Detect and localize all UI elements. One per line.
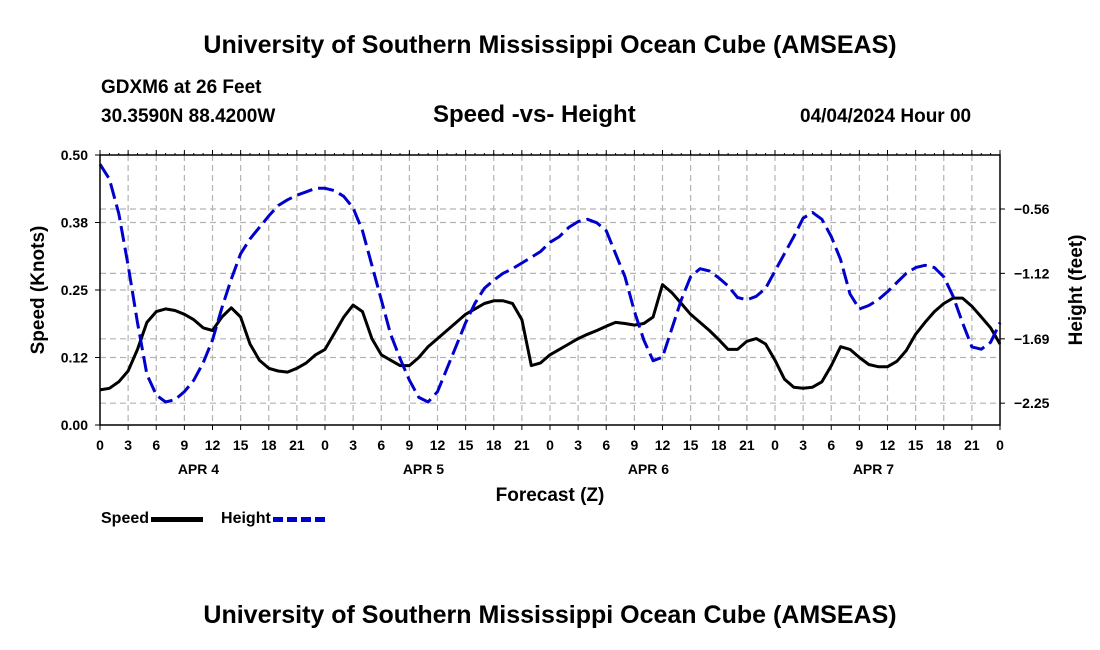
x-tick-label: 12 [655, 437, 671, 453]
x-tick-label: 0 [321, 437, 329, 453]
y-tick-label: 0.12 [61, 350, 88, 366]
plot-frame [99, 154, 1001, 426]
footer-title: University of Southern Mississippi Ocean… [203, 601, 897, 629]
x-tick-label: 9 [855, 437, 863, 453]
legend-label-speed: Speed [101, 510, 150, 527]
x-tick-label: 18 [711, 437, 727, 453]
x-tick-label: 9 [180, 437, 188, 453]
x-tick-label: 3 [349, 437, 357, 453]
x-tick-label: 3 [574, 437, 582, 453]
x-tick-label: 3 [799, 437, 807, 453]
y2-tick-label: −2.25 [1014, 395, 1050, 411]
y-tick-label: 0.25 [61, 282, 88, 298]
x-tick-label: 15 [908, 437, 924, 453]
x-tick-label: 6 [377, 437, 385, 453]
legend-label-height: Height [221, 510, 271, 527]
chart-title: Speed -vs- Height [433, 101, 636, 128]
y-axis-title: Speed (Knots) [28, 226, 49, 355]
x-tick-label: 18 [261, 437, 277, 453]
x-tick-label: 15 [683, 437, 699, 453]
day-label: APR 7 [853, 461, 894, 477]
station-label: GDXM6 at 26 Feet [101, 77, 262, 98]
x-axis-title: Forecast (Z) [496, 485, 605, 506]
day-label: APR 5 [403, 461, 444, 477]
x-tick-label: 12 [880, 437, 896, 453]
x-tick-label: 15 [233, 437, 249, 453]
x-tick-label: 0 [546, 437, 554, 453]
day-label: APR 6 [628, 461, 669, 477]
x-tick-label: 0 [96, 437, 104, 453]
page-title: University of Southern Mississippi Ocean… [203, 31, 897, 59]
station-coordinates: 30.3590N 88.4200W [101, 106, 276, 127]
x-tick-label: 12 [205, 437, 221, 453]
x-tick-label: 0 [996, 437, 1004, 453]
x-tick-label: 6 [152, 437, 160, 453]
x-tick-label: 18 [936, 437, 952, 453]
series-line-height [98, 163, 1002, 404]
x-tick-label: 15 [458, 437, 474, 453]
x-tick-label: 3 [124, 437, 132, 453]
x-tick-label: 9 [630, 437, 638, 453]
y-tick-label: 0.50 [61, 147, 88, 163]
legend-swatch-height [272, 516, 325, 522]
x-tick-label: 21 [964, 437, 980, 453]
legend-swatch-speed [151, 516, 204, 522]
y2-tick-label: −0.56 [1014, 201, 1050, 217]
y2-axis-title: Height (feet) [1066, 235, 1087, 346]
x-tick-label: 18 [486, 437, 502, 453]
y-tick-label: 0.00 [61, 417, 88, 433]
y2-tick-label: −1.12 [1014, 265, 1050, 281]
y2-tick-label: −1.69 [1014, 331, 1050, 347]
x-tick-label: 9 [405, 437, 413, 453]
x-tick-label: 21 [739, 437, 755, 453]
chart-legend: Speed Height [101, 510, 325, 528]
forecast-date: 04/04/2024 Hour 00 [800, 106, 972, 127]
x-tick-label: 0 [771, 437, 779, 453]
x-tick-label: 21 [514, 437, 530, 453]
x-tick-label: 12 [430, 437, 446, 453]
x-tick-label: 6 [602, 437, 610, 453]
x-tick-label: 6 [827, 437, 835, 453]
series-line-speed [99, 283, 1002, 392]
day-label: APR 4 [178, 461, 219, 477]
y-tick-label: 0.38 [61, 215, 88, 231]
x-tick-label: 21 [289, 437, 305, 453]
